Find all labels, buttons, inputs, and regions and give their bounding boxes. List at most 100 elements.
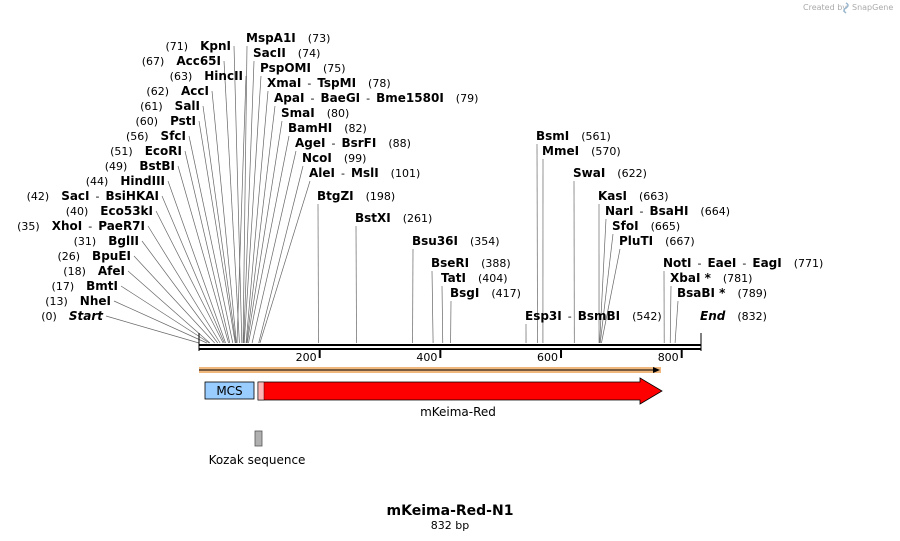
site-kasi[interactable]: KasI (663) bbox=[598, 189, 669, 203]
site-bamhi[interactable]: BamHI (82) bbox=[288, 121, 367, 135]
site-bstxi[interactable]: BstXI (261) bbox=[355, 211, 432, 225]
enzyme-name: XmaI bbox=[267, 76, 301, 90]
site-nhei[interactable]: NheI (13) bbox=[45, 294, 111, 308]
name-separator: - bbox=[307, 77, 311, 90]
site-bsu36i[interactable]: Bsu36I (354) bbox=[412, 234, 500, 248]
site-position: (63) bbox=[170, 70, 193, 83]
site-xmai[interactable]: XmaI - TspMI (78) bbox=[267, 76, 391, 90]
site-position: (62) bbox=[146, 85, 169, 98]
enzyme-name: SfcI bbox=[161, 129, 186, 143]
site-agei[interactable]: AgeI - BsrFI (88) bbox=[295, 136, 411, 150]
enzyme-name: SwaI bbox=[573, 166, 605, 180]
name-separator: - bbox=[341, 167, 345, 180]
site-psti[interactable]: PstI (60) bbox=[135, 114, 196, 128]
site-acci[interactable]: AccI (62) bbox=[146, 84, 209, 98]
enzyme-name: MspA1I bbox=[246, 31, 296, 45]
site-pspomi[interactable]: PspOMI (75) bbox=[260, 61, 346, 75]
site-position: (26) bbox=[57, 250, 80, 263]
site-leader-line bbox=[198, 120, 236, 344]
site-position: (99) bbox=[344, 152, 367, 165]
site-sali[interactable]: SalI (61) bbox=[140, 99, 200, 113]
enzyme-name: PaeR7I bbox=[98, 219, 145, 233]
site-position: (101) bbox=[391, 167, 421, 180]
enzyme-name: BmtI bbox=[86, 279, 118, 293]
snapgene-brand: SnapGene bbox=[852, 3, 893, 12]
site-start[interactable]: Start (0) bbox=[41, 309, 104, 323]
snapgene-logo-icon bbox=[843, 2, 849, 14]
site-mmei[interactable]: MmeI (570) bbox=[542, 144, 621, 158]
site-leader-line bbox=[184, 150, 231, 344]
site-eco53ki[interactable]: Eco53kI (40) bbox=[66, 204, 153, 218]
site-bglii[interactable]: BglII (31) bbox=[74, 234, 139, 248]
leader-lines bbox=[105, 45, 679, 344]
site-kpni[interactable]: KpnI (71) bbox=[166, 39, 232, 53]
site-afei[interactable]: AfeI (18) bbox=[63, 264, 125, 278]
site-acc65i[interactable]: Acc65I (67) bbox=[142, 54, 221, 68]
site-ecori[interactable]: EcoRI (51) bbox=[110, 144, 182, 158]
site-position: (570) bbox=[591, 145, 621, 158]
site-position: (198) bbox=[366, 190, 396, 203]
site-position: (667) bbox=[665, 235, 695, 248]
site-xhoi[interactable]: XhoI - PaeR7I (35) bbox=[17, 219, 145, 233]
site-xbai[interactable]: XbaI * (781) bbox=[670, 271, 752, 285]
enzyme-name: MslI bbox=[351, 166, 379, 180]
site-position: (832) bbox=[737, 310, 767, 323]
site-smai[interactable]: SmaI (80) bbox=[281, 106, 349, 120]
enzyme-name: EagI bbox=[752, 256, 781, 270]
site-position: (60) bbox=[135, 115, 158, 128]
site-sfoi[interactable]: SfoI (665) bbox=[612, 219, 680, 233]
site-mspa1i[interactable]: MspA1I (73) bbox=[246, 31, 330, 45]
enzyme-name: BpuEI bbox=[92, 249, 131, 263]
site-nari[interactable]: NarI - BsaHI (664) bbox=[605, 204, 730, 218]
site-bmti[interactable]: BmtI (17) bbox=[52, 279, 118, 293]
site-alei[interactable]: AleI - MslI (101) bbox=[309, 166, 420, 180]
site-bpuei[interactable]: BpuEI (26) bbox=[57, 249, 131, 263]
site-sfci[interactable]: SfcI (56) bbox=[126, 129, 186, 143]
mcs-feature[interactable] bbox=[204, 381, 255, 400]
enzyme-name: NcoI bbox=[302, 151, 332, 165]
site-bstbi[interactable]: BstBI (49) bbox=[105, 159, 175, 173]
site-pluti[interactable]: PluTI (667) bbox=[619, 234, 695, 248]
site-saci[interactable]: SacI - BsiHKAI (42) bbox=[27, 189, 159, 203]
sequence-backbone bbox=[198, 333, 702, 351]
site-leader-line bbox=[441, 285, 444, 344]
site-hindiii[interactable]: HindIII (44) bbox=[86, 174, 165, 188]
mkeima-red-orf-arrow[interactable] bbox=[257, 377, 663, 405]
site-tati[interactable]: TatI (404) bbox=[441, 271, 508, 285]
site-position: (663) bbox=[639, 190, 669, 203]
site-position: (61) bbox=[140, 100, 163, 113]
enzyme-name: Bsu36I bbox=[412, 234, 458, 248]
site-bsmi[interactable]: BsmI (561) bbox=[536, 129, 611, 143]
site-leader-line bbox=[243, 75, 262, 344]
site-bsabi[interactable]: BsaBI * (789) bbox=[677, 286, 767, 300]
site-position: (56) bbox=[126, 130, 149, 143]
site-position: (13) bbox=[45, 295, 68, 308]
enzyme-name: HindIII bbox=[120, 174, 165, 188]
site-apai[interactable]: ApaI - BaeGI - Bme1580I (79) bbox=[274, 91, 478, 105]
site-position: (82) bbox=[344, 122, 367, 135]
site-end[interactable]: End (832) bbox=[700, 309, 767, 323]
site-btgzi[interactable]: BtgZI (198) bbox=[317, 189, 395, 203]
site-position: (35) bbox=[17, 220, 40, 233]
site-leader-line bbox=[259, 180, 311, 344]
enzyme-name: SacI bbox=[61, 189, 89, 203]
site-leader-line bbox=[242, 45, 248, 344]
site-bsgi[interactable]: BsgI (417) bbox=[450, 286, 521, 300]
enzyme-name: ApaI bbox=[274, 91, 304, 105]
site-bseri[interactable]: BseRI (388) bbox=[431, 256, 511, 270]
kozak-feature[interactable] bbox=[254, 430, 263, 447]
site-swai[interactable]: SwaI (622) bbox=[573, 166, 647, 180]
site-noti[interactable]: NotI - EaeI - EagI (771) bbox=[663, 256, 823, 270]
site-hincii[interactable]: HincII (63) bbox=[170, 69, 243, 83]
enzyme-name: NarI bbox=[605, 204, 634, 218]
selection-highlight bbox=[199, 367, 661, 373]
site-esp3i[interactable]: Esp3I - BsmBI (542) bbox=[525, 309, 662, 323]
site-leader-line bbox=[599, 218, 607, 344]
site-sacii[interactable]: SacII (74) bbox=[253, 46, 320, 60]
name-separator: - bbox=[331, 137, 335, 150]
kozak-label: Kozak sequence bbox=[209, 453, 306, 467]
name-separator: - bbox=[640, 205, 644, 218]
site-leader-line bbox=[167, 180, 226, 344]
site-ncoi[interactable]: NcoI (99) bbox=[302, 151, 366, 165]
site-leader-line bbox=[155, 210, 224, 344]
